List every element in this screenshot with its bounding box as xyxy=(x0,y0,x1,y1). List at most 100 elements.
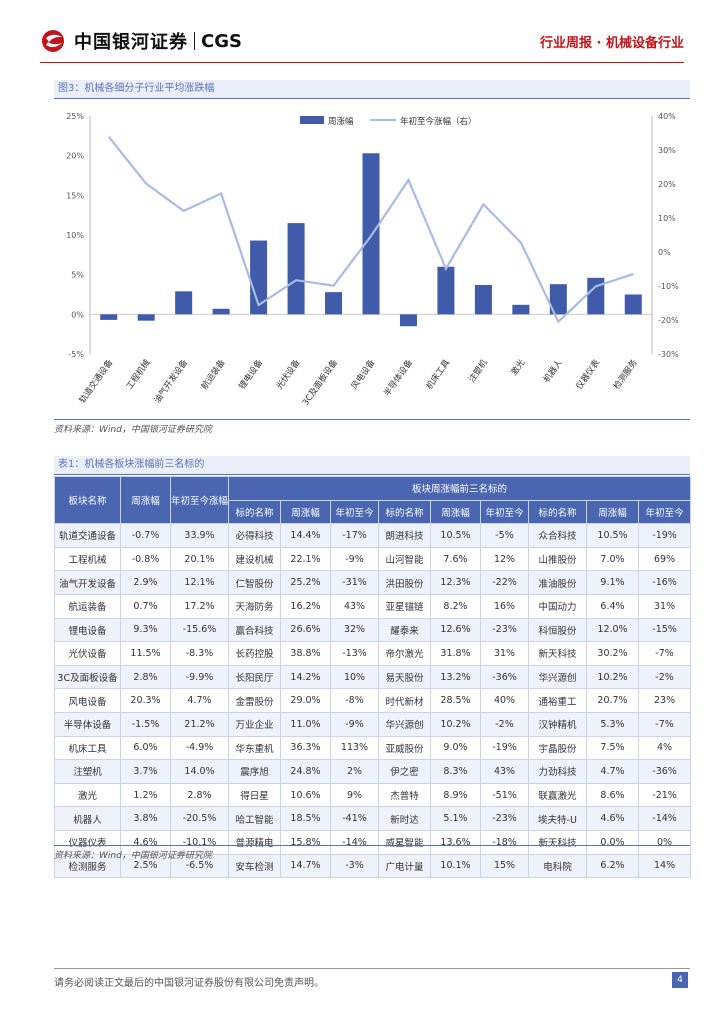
table-cell: 新天科技 xyxy=(528,641,587,666)
table-cell: -36% xyxy=(480,664,529,690)
left-tick-label: 5% xyxy=(71,271,84,280)
footer-divider xyxy=(54,968,690,969)
top-stocks-table: 板块名称 周涨幅 年初至今涨幅 板块周涨幅前三名标的 标的名称 周涨幅 年初至今… xyxy=(54,475,692,879)
table-cell: 10.1% xyxy=(430,853,481,879)
table-cell: 3.8% xyxy=(120,806,171,831)
legend-bar-swatch xyxy=(300,116,324,124)
table-cell: 易天股份 xyxy=(378,664,431,690)
category-label: 锂电设备 xyxy=(237,357,266,392)
category-label: 检测服务 xyxy=(611,357,640,392)
table-cell: 14.2% xyxy=(280,664,331,690)
table-cell: -18% xyxy=(480,829,529,855)
col-header: 周涨幅 xyxy=(280,499,331,525)
table-cell: 24.8% xyxy=(280,759,331,784)
table-cell: 10.5% xyxy=(586,523,639,548)
left-tick-label: 15% xyxy=(66,191,84,200)
table-cell: 12.6% xyxy=(430,617,481,643)
table-cell: 17.2% xyxy=(170,593,229,619)
table-cell: 4% xyxy=(637,735,692,761)
table-cell: 9.3% xyxy=(120,617,171,643)
table-cell: 7.6% xyxy=(430,546,481,572)
figure-title: 图3：机械各细分子行业平均涨跌幅 xyxy=(54,80,690,98)
table-cell: 华东重机 xyxy=(228,735,281,761)
chart-svg: -5% 0% 5% 10% 15% 20% 25% -30% -20% -10% 0% 10% 20% 3… xyxy=(66,112,679,408)
left-tick-label: 10% xyxy=(66,231,84,240)
table-cell: 26.6% xyxy=(280,617,331,643)
table-cell: 亚星锚链 xyxy=(378,593,431,619)
table-cell: 31% xyxy=(480,641,529,666)
table-cell: 汉钟精机 xyxy=(528,711,587,737)
table-cell: 准油股份 xyxy=(528,570,587,595)
table-cell: 33.9% xyxy=(170,523,229,548)
company-name-en: CGS xyxy=(201,30,242,52)
table-cell: 天海防务 xyxy=(228,593,281,619)
table-cell: 11.0% xyxy=(280,711,331,737)
table-cell: 哈工智能 xyxy=(228,806,281,831)
table-cell: 长药控股 xyxy=(228,641,281,666)
table-cell: 金雷股份 xyxy=(228,688,281,713)
table-cell: 14.0% xyxy=(170,759,229,784)
table-cell: 山推股份 xyxy=(528,546,587,572)
table-cell: 建设机械 xyxy=(228,546,281,572)
table-cell: 光伏设备 xyxy=(54,641,121,666)
table-cell: 12.1% xyxy=(170,570,229,595)
table-cell: -15.6% xyxy=(170,617,229,643)
table-cell: 半导体设备 xyxy=(54,711,121,737)
table-cell: 0% xyxy=(637,829,692,855)
table-cell: 14.7% xyxy=(280,853,331,879)
table-cell: 万业企业 xyxy=(228,711,281,737)
table-cell: 7.5% xyxy=(586,735,639,761)
left-tick-label: 20% xyxy=(66,152,84,161)
table-cell: 2.5% xyxy=(120,853,171,879)
category-label: 油气开发设备 xyxy=(152,357,191,405)
table-cell: 12.0% xyxy=(586,617,639,643)
figure-source: 资料来源：Wind，中国银河证券研究院 xyxy=(54,419,690,435)
table-cell: -5% xyxy=(480,523,529,548)
category-label: 光伏设备 xyxy=(274,357,303,392)
bar xyxy=(137,314,155,321)
table-cell: 科恒股份 xyxy=(528,617,587,643)
table-cell: -14% xyxy=(637,806,692,831)
col-header: 周涨幅 xyxy=(430,499,481,525)
bar xyxy=(587,277,605,315)
header-divider xyxy=(40,62,684,63)
series-line xyxy=(107,136,634,324)
table-cell: -0.8% xyxy=(120,546,171,572)
table-cell: 0.7% xyxy=(120,593,171,619)
table-cell: 宇晶股份 xyxy=(528,735,587,761)
table-cell: 69% xyxy=(637,546,692,572)
table-cell: 9.1% xyxy=(586,570,639,595)
page-header: 中国银河证券 CGS 行业周报 · 机械设备行业 xyxy=(0,0,724,78)
table-cell: 31% xyxy=(637,593,692,619)
report-type: 行业周报 · 机械设备行业 xyxy=(540,36,684,51)
bar xyxy=(287,223,305,315)
table-cell: 5.3% xyxy=(586,711,639,737)
table-row: 风电设备 20.3% 4.7% 金雷股份 29.0% -8% 时代新材 28.5% 40% 通裕重… xyxy=(54,688,692,713)
table-cell: -21% xyxy=(637,782,692,808)
table-cell: -20.5% xyxy=(170,806,229,831)
table-cell: 洪田股份 xyxy=(378,570,431,595)
table-row: 油气开发设备 2.9% 12.1% 仁智股份 25.2% -31% 洪田股份 12.3% -22… xyxy=(54,570,692,595)
table-cell: 机器人 xyxy=(54,806,121,831)
category-label: 半导体设备 xyxy=(382,357,416,399)
table-cell: 仪器仪表 xyxy=(54,829,121,855)
disclaimer-text: 请务必阅读正文最后的中国银河证券股份有限公司免责声明。 xyxy=(54,978,324,989)
legend-label: 周涨幅 xyxy=(328,116,354,127)
table-source: 资料来源：Wind，中国银河证券研究院 xyxy=(54,845,690,861)
table-cell: -15% xyxy=(637,617,692,643)
table-cell: 震序旭 xyxy=(228,759,281,784)
right-tick-label: 30% xyxy=(658,146,676,155)
table-row: 轨道交通设备 -0.7% 33.9% 必得科技 14.4% -17% 朗进科技 10.5% -5… xyxy=(54,523,692,548)
table-cell: 轨道交通设备 xyxy=(54,523,121,548)
table-cell: 29.0% xyxy=(280,688,331,713)
table-cell: -31% xyxy=(330,570,379,595)
bar xyxy=(212,308,230,315)
table-cell: 13.6% xyxy=(430,829,481,855)
bar xyxy=(362,153,380,315)
table-cell: 4.7% xyxy=(170,688,229,713)
bar xyxy=(437,266,455,315)
col-header: 周涨幅 xyxy=(586,499,639,525)
col-header: 周涨幅 xyxy=(120,475,171,525)
table-cell: 工程机械 xyxy=(54,546,121,572)
table-cell: -16% xyxy=(637,570,692,595)
